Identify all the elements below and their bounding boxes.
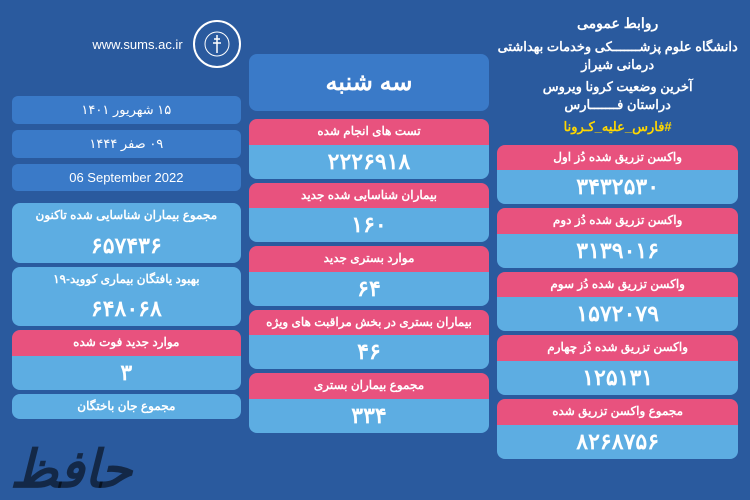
total-deaths-box: مجموع جان باختگان <box>12 394 241 420</box>
tests-value: ۲۲۲۶۹۱۸ <box>249 145 490 179</box>
vaccine-total-box: مجموع واکسن تزریق شده ۸۲۶۸۷۵۶ <box>497 399 738 459</box>
medical-emblem-icon <box>202 29 232 59</box>
vaccine-dose-4-box: واکسن تزریق شده دُز چهارم ۱۲۵۱۳۱ <box>497 335 738 395</box>
date-gregorian: 06 September 2022 <box>12 164 241 191</box>
vaccine-dose-1-box: واکسن تزریق شده دُز اول ۳۴۳۲۵۳۰ <box>497 145 738 205</box>
tests-box: تست های انجام شده ۲۲۲۶۹۱۸ <box>249 119 490 179</box>
icu-label: بیماران بستری در بخش مراقبت های ویژه <box>249 310 490 336</box>
new-hospitalized-box: موارد بستری جدید ۶۴ <box>249 246 490 306</box>
tests-label: تست های انجام شده <box>249 119 490 145</box>
icu-value: ۴۶ <box>249 335 490 369</box>
vaccine-dose-3-value: ۱۵۷۲۰۷۹ <box>497 297 738 331</box>
status-line-a: آخرین وضعیت کرونا ویروس <box>543 79 693 94</box>
new-deaths-label: موارد جدید فوت شده <box>12 330 241 356</box>
hashtag: #فارس_علیه_کـرونا <box>497 116 738 138</box>
new-hospitalized-label: موارد بستری جدید <box>249 246 490 272</box>
watermark: حافظ <box>10 440 132 500</box>
vaccine-dose-2-label: واکسن تزریق شده دُز دوم <box>497 208 738 234</box>
date-hijri: ۰۹ صفر ۱۴۴۴ <box>12 130 241 158</box>
total-cases-value: ۶۵۷۴۳۶ <box>12 229 241 263</box>
vaccine-dose-2-value: ۳۱۳۹۰۱۶ <box>497 234 738 268</box>
day-title: سه شنبه <box>249 54 490 111</box>
recovered-box: بهبود یافتگان بیماری کووید-۱۹ ۶۴۸۰۶۸ <box>12 267 241 327</box>
total-hospitalized-label: مجموع بیماران بستری <box>249 373 490 399</box>
vaccine-dose-3-box: واکسن تزریق شده دُز سوم ۱۵۷۲۰۷۹ <box>497 272 738 332</box>
vaccine-dose-4-label: واکسن تزریق شده دُز چهارم <box>497 335 738 361</box>
header-univ: دانشگاه علوم پزشـــــــکی وخدمات بهداشتی… <box>497 36 738 76</box>
recovered-label: بهبود یافتگان بیماری کووید-۱۹ <box>12 267 241 293</box>
website-url: www.sums.ac.ir <box>92 37 182 52</box>
new-deaths-box: موارد جدید فوت شده ۳ <box>12 330 241 390</box>
vaccine-dose-3-label: واکسن تزریق شده دُز سوم <box>497 272 738 298</box>
total-deaths-label: مجموع جان باختگان <box>12 394 241 420</box>
header-status: آخرین وضعیت کرونا ویروس دراستان فـــــــ… <box>497 76 738 116</box>
new-hospitalized-value: ۶۴ <box>249 272 490 306</box>
vaccine-dose-1-label: واکسن تزریق شده دُز اول <box>497 145 738 171</box>
new-cases-value: ۱۶۰ <box>249 208 490 242</box>
vaccine-total-value: ۸۲۶۸۷۵۶ <box>497 425 738 459</box>
vaccine-dose-2-box: واکسن تزریق شده دُز دوم ۳۱۳۹۰۱۶ <box>497 208 738 268</box>
total-hospitalized-value: ۳۳۴ <box>249 399 490 433</box>
date-persian: ۱۵ شهریور ۱۴۰۱ <box>12 96 241 124</box>
vaccine-dose-4-value: ۱۲۵۱۳۱ <box>497 361 738 395</box>
vaccine-total-label: مجموع واکسن تزریق شده <box>497 399 738 425</box>
recovered-value: ۶۴۸۰۶۸ <box>12 292 241 326</box>
total-cases-label: مجموع بیماران شناسایی شده تاکنون <box>12 203 241 229</box>
new-cases-box: بیماران شناسایی شده جدید ۱۶۰ <box>249 183 490 243</box>
logo-icon <box>193 20 241 68</box>
new-cases-label: بیماران شناسایی شده جدید <box>249 183 490 209</box>
total-hospitalized-box: مجموع بیماران بستری ۳۳۴ <box>249 373 490 433</box>
icu-box: بیماران بستری در بخش مراقبت های ویژه ۴۶ <box>249 310 490 370</box>
header-pr: روابط عمومی <box>497 12 738 36</box>
total-cases-box: مجموع بیماران شناسایی شده تاکنون ۶۵۷۴۳۶ <box>12 203 241 263</box>
new-deaths-value: ۳ <box>12 356 241 390</box>
status-line-b: دراستان فـــــــارس <box>564 97 671 112</box>
vaccine-dose-1-value: ۳۴۳۲۵۳۰ <box>497 170 738 204</box>
